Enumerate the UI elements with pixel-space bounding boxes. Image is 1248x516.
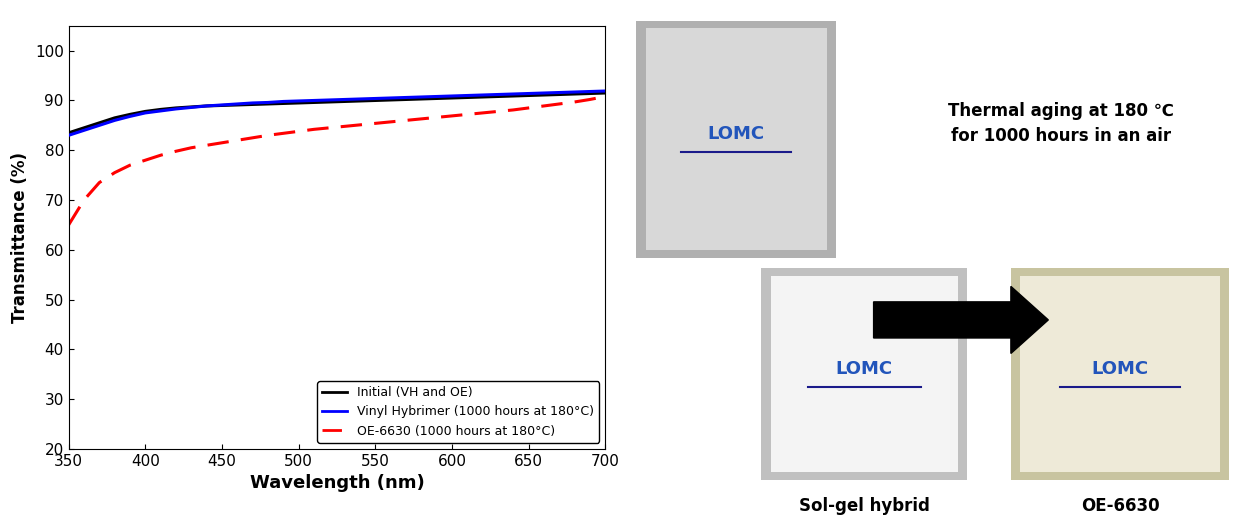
Bar: [646, 28, 826, 250]
Text: LOMC: LOMC: [1092, 360, 1148, 378]
Y-axis label: Transmittance (%): Transmittance (%): [11, 152, 30, 323]
Bar: [761, 268, 967, 480]
Bar: [1021, 276, 1221, 472]
Text: LOMC: LOMC: [836, 360, 892, 378]
FancyArrow shape: [874, 286, 1048, 353]
Text: OE-6630: OE-6630: [1081, 497, 1159, 514]
Bar: [770, 276, 958, 472]
X-axis label: Wavelength (nm): Wavelength (nm): [250, 474, 424, 492]
Bar: [1011, 268, 1229, 480]
Text: Sol-gel hybrid: Sol-gel hybrid: [799, 497, 930, 514]
Bar: [636, 21, 836, 258]
Text: LOMC: LOMC: [708, 125, 765, 143]
Legend: Initial (VH and OE), Vinyl Hybrimer (1000 hours at 180°C), OE-6630 (1000 hours a: Initial (VH and OE), Vinyl Hybrimer (100…: [317, 381, 599, 443]
Text: Thermal aging at 180 ℃
for 1000 hours in an air: Thermal aging at 180 ℃ for 1000 hours in…: [948, 102, 1173, 146]
